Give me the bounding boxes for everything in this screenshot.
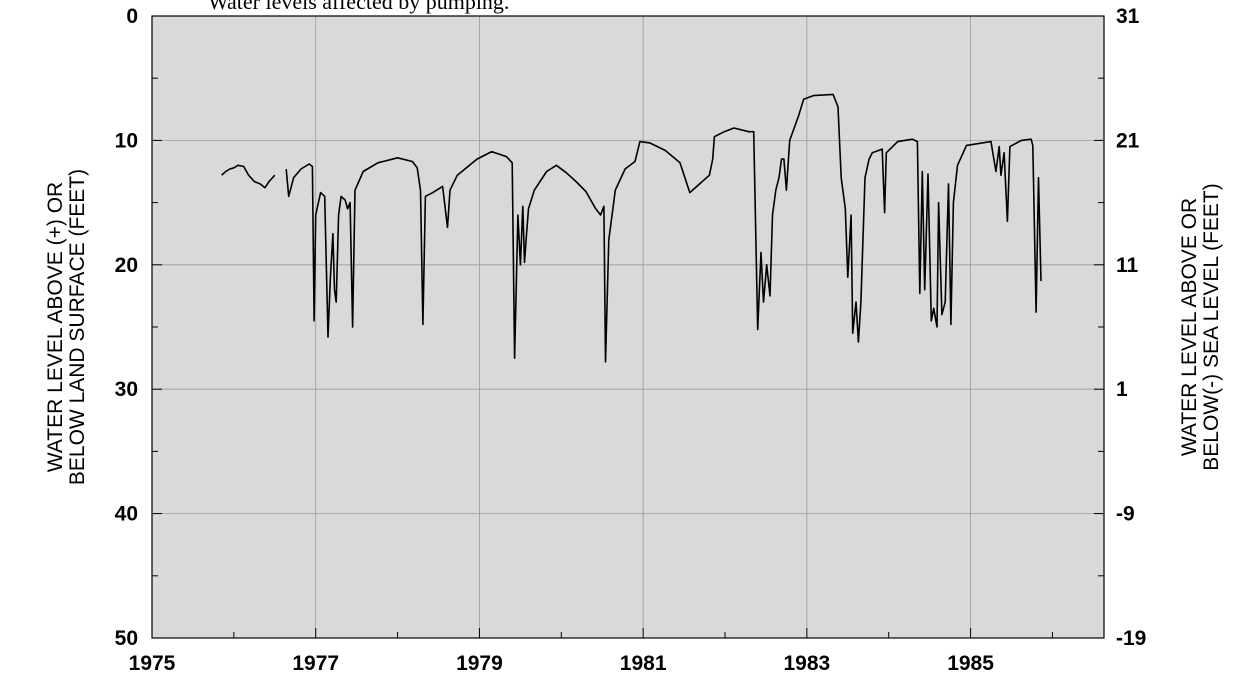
y2-tick-label: -19: [1116, 627, 1146, 650]
x-tick-label: 1979: [456, 652, 503, 675]
y2-tick-label: -9: [1116, 503, 1135, 526]
y-tick-label: 50: [115, 627, 138, 650]
y-axis-label: WATER LEVEL ABOVE (+) ORBELOW LAND SURFA…: [44, 169, 89, 485]
y2-axis-label-line: BELOW(-) SEA LEVEL (FEET): [1200, 183, 1223, 470]
y-tick-label: 30: [115, 378, 138, 401]
x-tick-label: 1981: [620, 652, 667, 675]
y2-tick-label: 21: [1116, 129, 1140, 152]
y2-axis-label: WATER LEVEL ABOVE ORBELOW(-) SEA LEVEL (…: [1178, 183, 1223, 470]
data-line: [221, 164, 276, 189]
y2-axis-label-line: WATER LEVEL ABOVE OR: [1178, 198, 1201, 456]
y-axis-label-line: BELOW LAND SURFACE (FEET): [66, 169, 89, 485]
y2-tick-label: 1: [1116, 378, 1128, 401]
y-tick-label: 40: [115, 503, 138, 526]
plot-area: [152, 16, 1104, 638]
y2-tick-label: 31: [1116, 5, 1140, 28]
annotation: Water levels affected by pumping.: [208, 0, 509, 14]
plot-frame: [151, 15, 1105, 639]
data-line: [285, 93, 1042, 363]
x-tick-label: 1983: [783, 652, 830, 675]
x-tick-label: 1985: [947, 652, 994, 675]
y-axis-label-line: WATER LEVEL ABOVE (+) OR: [44, 182, 67, 472]
y-tick-label: 0: [126, 5, 138, 28]
y-tick-label: 20: [115, 254, 138, 277]
x-tick-label: 1975: [129, 652, 176, 675]
y2-tick-label: 11: [1116, 254, 1139, 277]
x-tick-label: 1977: [292, 652, 339, 675]
y-tick-label: 10: [115, 129, 138, 152]
